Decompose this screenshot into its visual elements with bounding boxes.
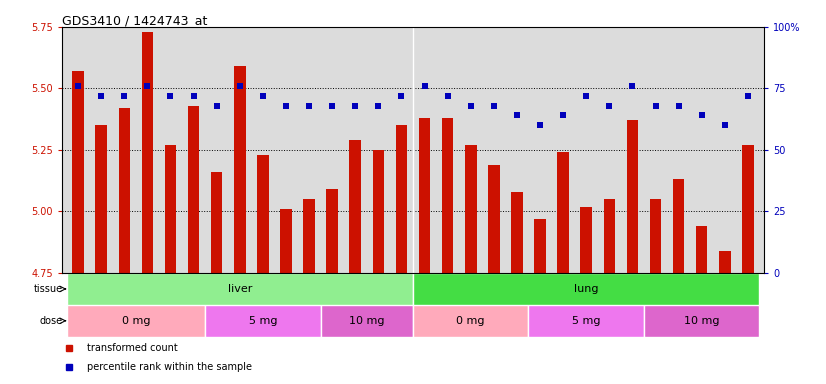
Bar	[119, 108, 130, 273]
Bar	[96, 125, 107, 273]
Bar	[644, 305, 759, 337]
Point	[510, 113, 524, 119]
Bar	[534, 219, 546, 273]
Point	[741, 93, 754, 99]
Bar	[488, 165, 500, 273]
Point	[441, 93, 454, 99]
Point	[187, 93, 200, 99]
Bar	[581, 207, 592, 273]
Bar	[558, 152, 569, 273]
Bar	[396, 125, 407, 273]
Bar	[719, 251, 730, 273]
Point	[395, 93, 408, 99]
Bar	[419, 118, 430, 273]
Point	[534, 122, 547, 128]
Text: tissue: tissue	[33, 284, 63, 294]
Point	[325, 103, 339, 109]
Point	[718, 122, 731, 128]
Text: GDS3410 / 1424743_at: GDS3410 / 1424743_at	[62, 14, 207, 27]
Text: 0 mg: 0 mg	[121, 316, 150, 326]
Text: lung: lung	[574, 284, 599, 294]
Point	[626, 83, 639, 89]
Bar	[280, 209, 292, 273]
Bar	[67, 305, 205, 337]
Point	[279, 103, 292, 109]
Bar	[67, 273, 413, 305]
Bar	[413, 305, 529, 337]
Bar	[303, 199, 315, 273]
Point	[164, 93, 177, 99]
Point	[557, 113, 570, 119]
Text: percentile rank within the sample: percentile rank within the sample	[87, 362, 252, 372]
Point	[210, 103, 223, 109]
Point	[72, 83, 85, 89]
Bar	[349, 140, 361, 273]
Point	[140, 83, 154, 89]
Point	[695, 113, 709, 119]
Bar	[627, 121, 638, 273]
Point	[256, 93, 269, 99]
Point	[580, 93, 593, 99]
Bar	[326, 189, 338, 273]
Bar	[73, 71, 84, 273]
Point	[349, 103, 362, 109]
Bar	[373, 150, 384, 273]
Bar	[211, 172, 222, 273]
Bar	[604, 199, 615, 273]
Bar	[320, 305, 413, 337]
Bar	[696, 226, 707, 273]
Point	[487, 103, 501, 109]
Bar	[257, 155, 268, 273]
Bar	[442, 118, 453, 273]
Point	[672, 103, 686, 109]
Text: 10 mg: 10 mg	[349, 316, 385, 326]
Point	[233, 83, 246, 89]
Bar	[188, 106, 199, 273]
Point	[418, 83, 431, 89]
Bar	[650, 199, 662, 273]
Text: liver: liver	[228, 284, 252, 294]
Bar	[141, 32, 153, 273]
Text: 0 mg: 0 mg	[457, 316, 485, 326]
Point	[302, 103, 316, 109]
Point	[372, 103, 385, 109]
Bar	[742, 145, 753, 273]
Text: 5 mg: 5 mg	[249, 316, 278, 326]
Text: 10 mg: 10 mg	[684, 316, 719, 326]
Text: transformed count: transformed count	[87, 343, 178, 353]
Bar	[511, 192, 523, 273]
Bar	[465, 145, 477, 273]
Point	[649, 103, 662, 109]
Point	[95, 93, 108, 99]
Point	[464, 103, 477, 109]
Bar	[205, 305, 320, 337]
Point	[603, 103, 616, 109]
Bar	[413, 273, 759, 305]
Bar	[234, 66, 245, 273]
Text: dose: dose	[40, 316, 63, 326]
Text: 5 mg: 5 mg	[572, 316, 601, 326]
Point	[117, 93, 131, 99]
Bar	[164, 145, 176, 273]
Bar	[529, 305, 644, 337]
Bar	[673, 179, 685, 273]
